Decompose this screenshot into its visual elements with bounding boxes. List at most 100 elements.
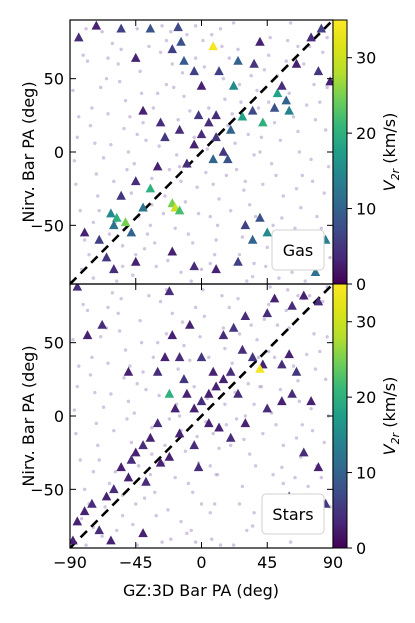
stars-background-point: [97, 458, 101, 462]
gas-triangle-point: [130, 52, 141, 62]
gas-background-point: [248, 203, 252, 207]
gas-background-point: [100, 30, 104, 34]
stars-colorbar-tick-label: 20: [356, 388, 376, 407]
stars-background-point: [294, 436, 299, 440]
stars-background-point: [220, 294, 224, 298]
stars-x-tick-label: −90: [53, 553, 87, 572]
stars-background-point: [201, 288, 205, 292]
stars-triangle-point: [170, 403, 180, 413]
stars-triangle-point: [145, 432, 156, 442]
stars-triangle-point: [277, 396, 287, 406]
gas-background-point: [135, 27, 139, 31]
gas-y-tick-label: −50: [30, 216, 64, 235]
gas-triangle-point: [272, 88, 283, 98]
gas-background-point: [252, 261, 256, 266]
stars-triangle-point: [211, 381, 221, 391]
gas-background-point: [72, 159, 77, 163]
stars-background-point: [231, 543, 236, 547]
stars-background-point: [110, 291, 115, 295]
stars-background-point: [221, 326, 226, 330]
gas-background-point: [280, 216, 284, 220]
gas-background-point: [177, 164, 182, 169]
stars-triangle-point: [179, 374, 189, 384]
stars-background-point: [252, 402, 256, 406]
gas-triangle-point: [223, 154, 233, 164]
stars-background-point: [141, 370, 145, 374]
stars-triangle-point: [94, 525, 105, 535]
stars-triangle-point: [269, 293, 280, 303]
gas-background-point: [135, 132, 139, 137]
stars-background-point: [253, 464, 258, 468]
stars-background-point: [242, 437, 246, 442]
gas-background-point: [214, 238, 218, 242]
gas-triangle-point: [145, 23, 156, 33]
gas-triangle-point: [262, 227, 273, 237]
stars-background-point: [237, 502, 242, 506]
gas-triangle-point: [233, 55, 243, 65]
stars-triangle-point: [240, 311, 251, 321]
gas-triangle-point: [255, 36, 265, 46]
stars-background-point: [125, 417, 129, 421]
stars-background-point: [126, 399, 131, 404]
gas-triangle-point: [160, 132, 170, 142]
gas-background-point: [201, 38, 205, 43]
stars-panel-label: Stars: [272, 505, 313, 524]
stars-triangle-point: [193, 462, 204, 472]
stars-background-point: [148, 472, 153, 477]
stars-background-point: [88, 373, 93, 377]
gas-background-point: [312, 82, 316, 87]
stars-background-point: [281, 443, 286, 448]
gas-background-point: [115, 279, 119, 283]
stars-background-point: [271, 472, 275, 477]
stars-background-point: [212, 502, 217, 506]
stars-triangle-point: [116, 462, 126, 472]
gas-colorbar: [333, 20, 347, 284]
gas-background-point: [268, 35, 272, 40]
gas-background-point: [160, 24, 164, 28]
stars-background-point: [236, 296, 240, 301]
stars-background-point: [77, 364, 81, 368]
stars-background-point: [211, 431, 215, 436]
stars-triangle-point: [313, 296, 324, 306]
stars-triangle-point: [204, 418, 214, 428]
stars-triangle-point: [138, 528, 148, 538]
gas-background-point: [230, 112, 234, 116]
stars-x-axis: −90 −45 0 45 90: [53, 284, 343, 572]
stars-background-point: [147, 294, 151, 298]
gas-background-point: [243, 179, 248, 184]
gas-background-point: [141, 120, 145, 125]
gas-background-point: [116, 62, 120, 66]
gas-background-point: [237, 82, 242, 87]
gas-triangle-point: [109, 220, 119, 230]
gas-triangle-point: [277, 80, 287, 90]
gas-triangle-point: [111, 212, 122, 222]
gas-triangle-point: [269, 102, 280, 112]
stars-background-point: [75, 384, 80, 389]
gas-background-point: [267, 53, 271, 57]
stars-background-point: [284, 308, 288, 313]
stars-background-point: [227, 305, 231, 310]
stars-triangle-point: [298, 290, 309, 300]
stars-background-point: [267, 302, 271, 307]
gas-background-point: [253, 214, 258, 219]
gas-background-point: [87, 252, 91, 257]
gas-background-point: [189, 279, 193, 283]
stars-triangle-point: [164, 388, 175, 398]
gas-background-point: [134, 252, 138, 257]
stars-background-point: [230, 361, 234, 365]
stars-background-point: [116, 311, 120, 316]
stars-background-point: [107, 481, 112, 486]
gas-background-point: [288, 21, 293, 25]
gas-triangle-point: [130, 176, 141, 186]
gas-background-point: [110, 41, 115, 46]
stars-background-point: [245, 528, 249, 533]
gas-background-point: [326, 164, 331, 169]
stars-background-point: [72, 408, 77, 412]
stars-background-point: [195, 434, 199, 439]
stars-background-point: [160, 540, 164, 544]
gas-background-point: [166, 258, 170, 263]
gas-background-point: [120, 244, 125, 248]
stars-background-point: [305, 352, 309, 357]
stars-y-axis-label: Nirv. Bar PA (deg): [19, 345, 38, 486]
gas-triangle-point: [225, 124, 236, 134]
